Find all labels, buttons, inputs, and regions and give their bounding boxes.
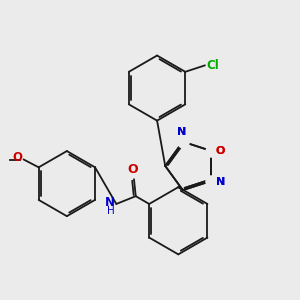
- Text: O: O: [127, 164, 138, 176]
- Text: N: N: [216, 177, 225, 187]
- Text: Cl: Cl: [206, 59, 219, 72]
- Text: N: N: [177, 127, 186, 137]
- Text: O: O: [12, 151, 22, 164]
- Text: H: H: [107, 206, 115, 216]
- Text: N: N: [105, 196, 115, 209]
- Text: O: O: [216, 146, 225, 156]
- Text: N: N: [177, 127, 186, 137]
- Text: N: N: [216, 177, 225, 187]
- Text: O: O: [216, 146, 225, 156]
